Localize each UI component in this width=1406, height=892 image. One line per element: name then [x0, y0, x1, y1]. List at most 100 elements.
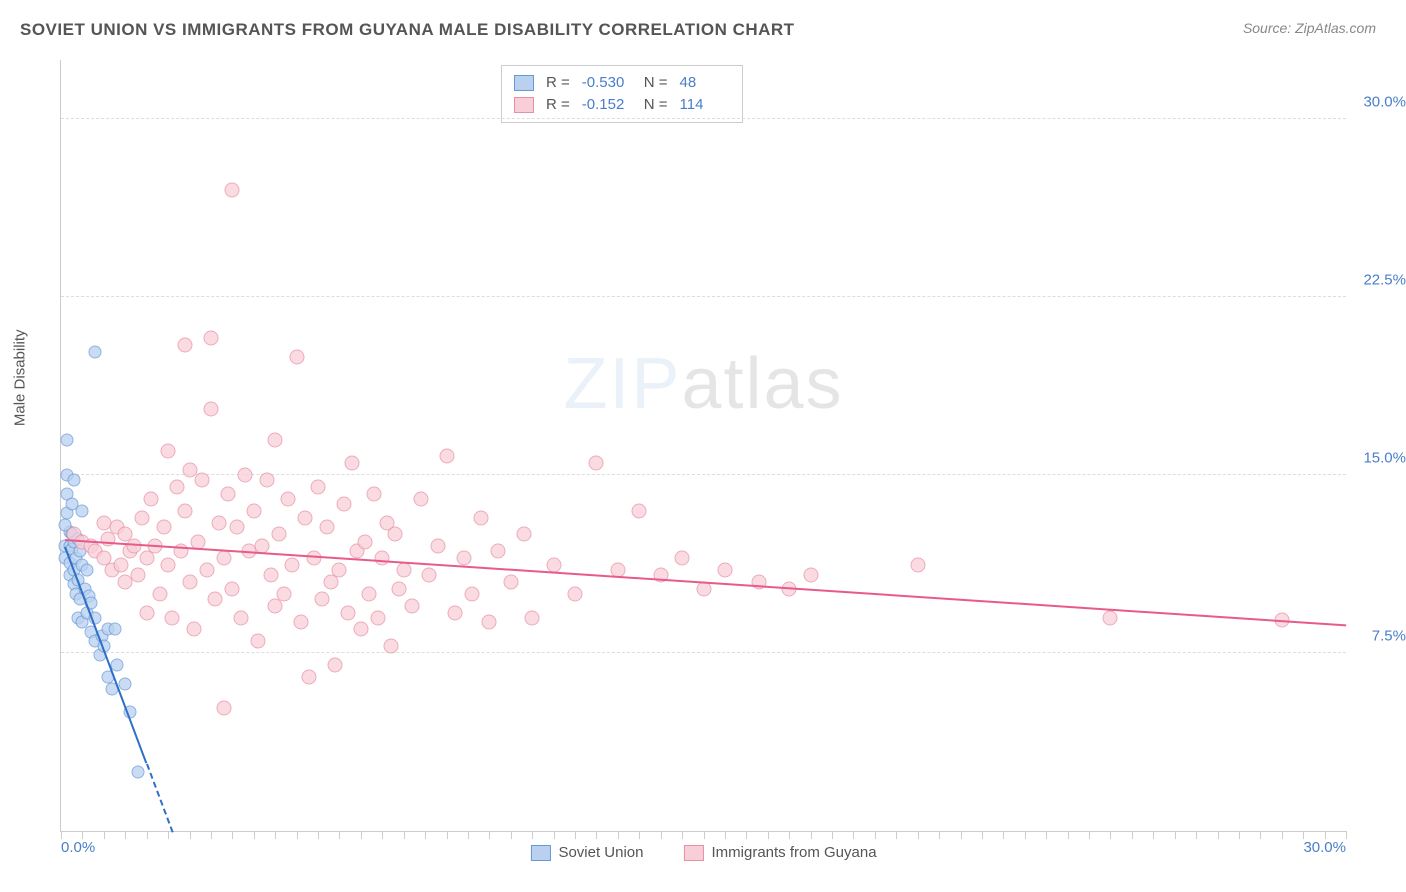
data-point	[199, 563, 214, 578]
x-tick	[746, 831, 747, 839]
x-tick	[982, 831, 983, 839]
stat-n-value: 48	[680, 72, 730, 94]
x-tick	[361, 831, 362, 839]
data-point	[195, 472, 210, 487]
x-tick	[1325, 831, 1326, 839]
stat-r-label: R =	[546, 94, 570, 116]
data-point	[259, 472, 274, 487]
data-point	[169, 480, 184, 495]
data-point	[238, 468, 253, 483]
data-point	[345, 456, 360, 471]
x-tick	[768, 831, 769, 839]
x-tick	[1196, 831, 1197, 839]
data-point	[340, 605, 355, 620]
x-tick	[1153, 831, 1154, 839]
x-tick	[125, 831, 126, 839]
legend-swatch	[684, 845, 704, 861]
x-tick	[1346, 831, 1347, 839]
stat-n-value: 114	[680, 94, 730, 116]
data-point	[315, 591, 330, 606]
data-point	[251, 634, 266, 649]
data-point	[568, 586, 583, 601]
data-point	[156, 520, 171, 535]
x-tick	[254, 831, 255, 839]
data-point	[589, 456, 604, 471]
data-point	[178, 337, 193, 352]
x-tick	[639, 831, 640, 839]
data-point	[212, 515, 227, 530]
x-tick	[961, 831, 962, 839]
watermark: ZIPatlas	[563, 343, 843, 425]
legend-item: Soviet Union	[530, 844, 643, 861]
x-tick	[725, 831, 726, 839]
data-point	[430, 539, 445, 554]
x-tick	[1025, 831, 1026, 839]
data-point	[632, 503, 647, 518]
data-point	[370, 610, 385, 625]
x-tick	[1303, 831, 1304, 839]
data-point	[439, 449, 454, 464]
x-tick	[1046, 831, 1047, 839]
y-tick-label: 7.5%	[1372, 628, 1406, 645]
data-point	[119, 677, 132, 690]
data-point	[221, 487, 236, 502]
data-point	[375, 551, 390, 566]
x-tick	[682, 831, 683, 839]
data-point	[503, 574, 518, 589]
x-tick	[596, 831, 597, 839]
x-tick	[1282, 831, 1283, 839]
x-tick	[147, 831, 148, 839]
y-tick-label: 15.0%	[1363, 450, 1406, 467]
x-tick	[318, 831, 319, 839]
data-point	[285, 558, 300, 573]
x-tick	[853, 831, 854, 839]
data-point	[422, 567, 437, 582]
data-point	[126, 539, 141, 554]
data-point	[383, 638, 398, 653]
legend-item: Immigrants from Guyana	[684, 844, 877, 861]
data-point	[366, 487, 381, 502]
data-point	[311, 480, 326, 495]
data-point	[358, 534, 373, 549]
data-point	[289, 349, 304, 364]
x-tick	[61, 831, 62, 839]
x-tick	[382, 831, 383, 839]
data-point	[216, 551, 231, 566]
x-tick	[661, 831, 662, 839]
gridline	[61, 296, 1346, 297]
stat-n-label: N =	[644, 72, 668, 94]
x-tick	[1218, 831, 1219, 839]
trendline-dashed	[146, 763, 174, 832]
chart-title: SOVIET UNION VS IMMIGRANTS FROM GUYANA M…	[20, 20, 795, 40]
x-tick-label: 30.0%	[1303, 839, 1346, 856]
data-point	[89, 345, 102, 358]
data-point	[263, 567, 278, 582]
x-tick	[404, 831, 405, 839]
data-point	[272, 527, 287, 542]
data-point	[336, 496, 351, 511]
x-tick	[468, 831, 469, 839]
data-point	[803, 567, 818, 582]
data-point	[413, 491, 428, 506]
x-tick	[104, 831, 105, 839]
legend-stat-row: R =-0.530N =48	[514, 72, 730, 94]
stat-r-label: R =	[546, 72, 570, 94]
x-tick	[1132, 831, 1133, 839]
legend-label: Immigrants from Guyana	[712, 844, 877, 861]
gridline	[61, 118, 1346, 119]
data-point	[225, 582, 240, 597]
stat-n-label: N =	[644, 94, 668, 116]
stat-r-value: -0.152	[582, 94, 632, 116]
data-point	[482, 615, 497, 630]
x-tick	[704, 831, 705, 839]
data-point	[298, 510, 313, 525]
data-point	[80, 564, 93, 577]
data-point	[1103, 610, 1118, 625]
data-point	[465, 586, 480, 601]
data-point	[165, 610, 180, 625]
data-point	[319, 520, 334, 535]
x-tick	[554, 831, 555, 839]
data-point	[302, 669, 317, 684]
x-tick	[575, 831, 576, 839]
data-point	[143, 491, 158, 506]
